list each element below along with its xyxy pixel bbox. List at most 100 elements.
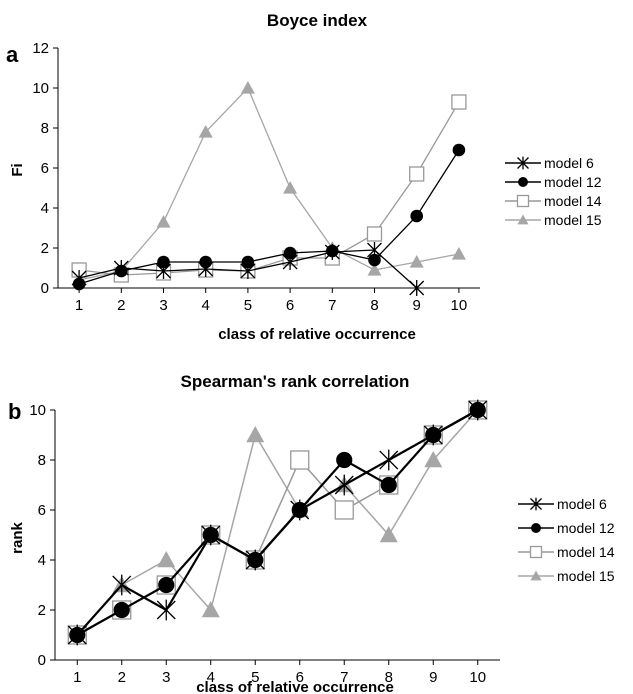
chart-b-data-point — [468, 399, 488, 421]
chart-a-data-point — [113, 259, 129, 277]
chart-b-y-tick-label: 6 — [38, 502, 46, 519]
chart-a-legend-label: model 6 — [544, 155, 594, 171]
chart-b-data-point — [201, 601, 220, 618]
chart-b-legend-marker — [531, 523, 541, 533]
chart-b-data-point — [67, 624, 87, 646]
chart-b-y-tick-label: 4 — [38, 552, 46, 569]
chart-a-legend: model 6 model 12 model 14 model 15 — [505, 155, 602, 228]
chart-a-x-tick-label: 1 — [75, 297, 83, 314]
chart-a-data-point — [241, 255, 255, 269]
chart-b-data-point — [158, 576, 175, 594]
chart-a-y-tick-label: 10 — [32, 80, 49, 97]
chart-b-data-point — [290, 499, 310, 521]
chart-a-data-point — [366, 226, 383, 242]
chart-b-x-tick-label: 6 — [296, 669, 304, 686]
chart-a-data-point — [409, 255, 424, 268]
chart-a-data-point — [282, 253, 298, 271]
chart-a-data-point — [410, 209, 424, 223]
chart-b-data-point — [379, 526, 398, 543]
chart-b-data-point — [423, 424, 443, 446]
chart-a-legend-label: model 14 — [544, 193, 602, 209]
chart-b-data-point — [112, 574, 132, 596]
chart-a-x-tick-label: 5 — [244, 297, 252, 314]
chart-b-x-tick-label: 10 — [469, 669, 486, 686]
chart-a-x-tick-label: 7 — [328, 297, 336, 314]
chart-b-data-point — [380, 476, 397, 494]
chart-b-data-point — [246, 426, 265, 443]
chart-b-data-point — [336, 451, 353, 469]
chart-a-legend-marker — [517, 214, 529, 225]
chart-b-x-tick-label: 7 — [340, 669, 348, 686]
chart-a-xlabel: class of relative occurrence — [218, 326, 416, 343]
chart-a-legend-label: model 12 — [544, 174, 602, 190]
chart-b-legend-marker — [530, 497, 542, 511]
chart-b-data-point — [290, 450, 310, 470]
chart-b-series-line-model-15 — [76, 409, 479, 636]
chart-a-data-point — [452, 143, 466, 157]
chart-b-title: Spearman's rank correlation — [181, 372, 410, 391]
chart-a-y-tick-label: 12 — [32, 40, 49, 57]
chart-a-y-tick-label: 6 — [41, 160, 49, 177]
chart-a-data-point — [451, 94, 467, 110]
chart-a-data-point — [451, 247, 466, 260]
chart-b-y-tick-label: 10 — [29, 402, 46, 419]
chart-b-legend: model 6 model 12 model 14 model 15 — [518, 496, 615, 584]
chart-a-data-point — [409, 279, 425, 297]
chart-b-x-tick-label: 9 — [429, 669, 437, 686]
chart-b-legend-marker — [529, 545, 543, 559]
chart-b-x-tick-label: 2 — [118, 669, 126, 686]
chart-b-data-point — [334, 474, 354, 496]
chart-b-series-line-model-6 — [76, 409, 479, 636]
chart-a-legend-label: model 15 — [544, 212, 602, 228]
chart-b-data-point — [424, 451, 443, 468]
chart-a-x-tick-label: 9 — [413, 297, 421, 314]
chart-b-legend-label: model 14 — [557, 544, 615, 560]
chart-b-data-point — [157, 551, 176, 568]
chart-a-y-tick-label: 4 — [41, 200, 49, 217]
chart-a-series-line-model-12 — [78, 149, 460, 285]
chart-a-data-point — [367, 241, 382, 259]
chart-b-data-point — [156, 599, 176, 621]
chart-b-legend-marker — [530, 570, 542, 581]
chart-a-x-tick-label: 6 — [286, 297, 294, 314]
chart-a-legend-marker — [518, 177, 528, 187]
chart-a-data-point — [157, 255, 170, 269]
chart-b-x-tick-label: 5 — [251, 669, 259, 686]
chart-b-y-tick-label: 2 — [38, 602, 46, 619]
chart-a-ylabel: Fi — [9, 163, 26, 176]
chart-b-legend-label: model 12 — [557, 520, 615, 536]
chart-b-legend-label: model 15 — [557, 568, 615, 584]
chart-b-data-point — [113, 601, 130, 619]
chart-a-series-line-model-14 — [79, 101, 460, 276]
chart-b-data-point — [334, 500, 354, 520]
chart-a-x-tick-label: 2 — [117, 297, 125, 314]
chart-b-x-tick-label: 3 — [162, 669, 170, 686]
chart-a-data-point — [283, 246, 297, 260]
chart-a-data-point — [240, 81, 255, 94]
chart-a-legend-marker — [517, 156, 529, 170]
chart-a-x-tick-label: 3 — [159, 297, 167, 314]
chart-b-y-tick-label: 8 — [38, 452, 46, 469]
chart-b-data-point — [379, 449, 399, 471]
chart-a-legend-marker — [516, 194, 530, 208]
chart-a-x-tick-label: 10 — [451, 297, 468, 314]
chart-a-y-tick-label: 0 — [41, 280, 49, 297]
chart-a-data-point — [198, 125, 213, 138]
chart-a-y-tick-label: 8 — [41, 120, 49, 137]
chart-a-x-tick-label: 4 — [202, 297, 210, 314]
chart-b-y-tick-label: 0 — [38, 652, 46, 669]
chart-a-data-point — [409, 166, 425, 182]
chart-a-data-point — [240, 262, 256, 280]
chart-a-data-point — [198, 260, 214, 278]
chart-b-x-tick-label: 1 — [73, 669, 81, 686]
chart-a-data-point — [368, 253, 381, 267]
boyce-index-chart: Boyce index a Fi class of relative occur… — [6, 11, 602, 343]
chart-b-data-point — [201, 524, 221, 546]
chart-a-y-tick-label: 2 — [41, 240, 49, 257]
chart-a-data-point — [71, 269, 87, 287]
chart-b-panel-letter: b — [8, 399, 21, 424]
chart-b-xlabel: class of relative occurrence — [196, 679, 394, 694]
